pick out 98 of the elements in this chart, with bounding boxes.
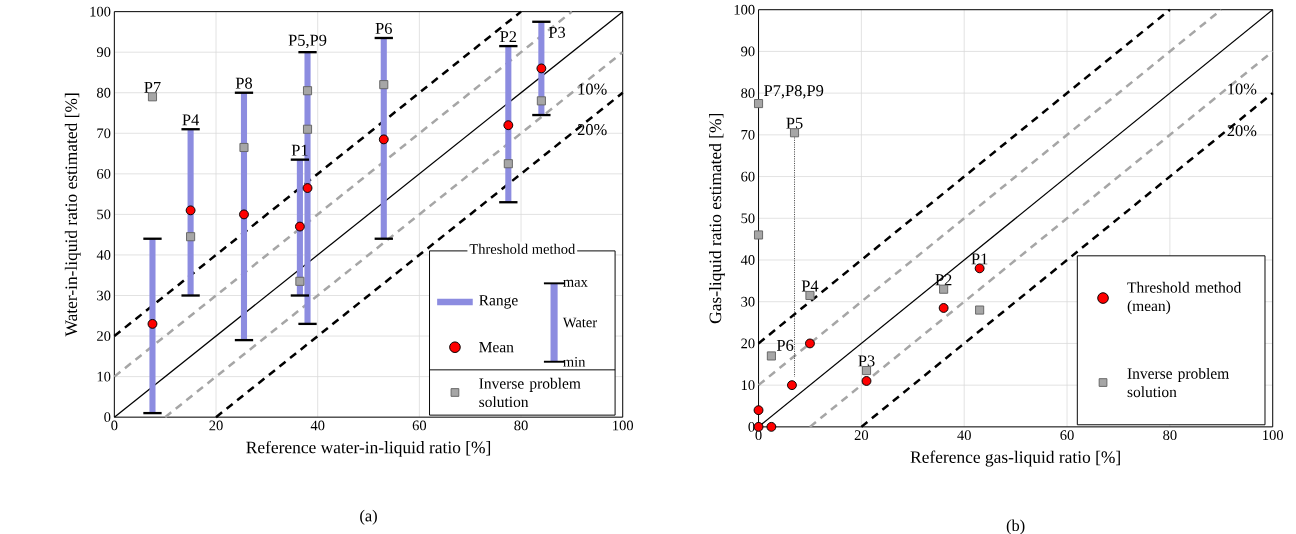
y-axis-title: Water-in-liquid ratio estimated [%]	[64, 93, 81, 337]
x-axis-title: Reference gas-liquid ratio [%]	[910, 450, 1120, 467]
point	[805, 291, 815, 301]
y-tick-label: 90	[96, 47, 111, 58]
legend-label: Inverse problem solution	[1127, 368, 1229, 398]
x-tick-label: 100	[1263, 430, 1284, 441]
point	[302, 124, 313, 134]
annotation: 10%	[1228, 83, 1257, 95]
annotation: P4	[801, 280, 819, 292]
annotation: 20%	[577, 124, 607, 136]
annotation: P4	[182, 114, 200, 126]
y-tick-label: 30	[741, 297, 755, 307]
y-tick-label: 40	[96, 250, 111, 261]
point	[378, 134, 389, 145]
x-tick-label: 40	[957, 430, 971, 441]
y-tick-label: 20	[97, 331, 111, 342]
point	[805, 338, 815, 349]
x-tick-label: 20	[209, 420, 223, 431]
annotation: P5	[786, 117, 803, 129]
annotation: P8	[235, 77, 253, 89]
text: (a)	[360, 510, 377, 525]
point	[379, 80, 389, 90]
point	[766, 351, 776, 361]
y-tick-label: 50	[741, 213, 755, 224]
point	[753, 99, 764, 109]
point	[503, 159, 513, 169]
point	[861, 376, 872, 387]
y-tick-label: 60	[97, 169, 111, 179]
annotation: P6	[776, 340, 794, 352]
annotation: P7,P8,P9	[764, 85, 824, 99]
x-axis-title: Reference water-in-liquid ratio [%]	[246, 441, 491, 458]
annotation: max	[563, 280, 588, 288]
x-tick-label: 60	[412, 420, 427, 431]
legend-label: Mean	[479, 342, 514, 353]
bar	[149, 238, 156, 414]
y-tick-label: 100	[90, 6, 111, 17]
annotation: 10%	[578, 83, 607, 95]
y-tick-label: 20	[741, 338, 755, 349]
point	[302, 86, 313, 96]
y-tick-label: 100	[734, 5, 755, 15]
annotation: 20%	[1227, 125, 1257, 137]
point	[185, 205, 196, 216]
legend-title: Threshold method	[469, 243, 576, 255]
point	[239, 209, 249, 220]
point	[536, 96, 546, 106]
point	[789, 128, 800, 138]
annotation: Water	[562, 317, 597, 328]
y-tick-label: 40	[740, 255, 755, 266]
point	[302, 183, 313, 194]
point	[147, 319, 158, 330]
annotation: P5,P9	[288, 34, 327, 49]
point	[295, 276, 305, 287]
y-tick-label: 0	[104, 412, 111, 423]
point	[753, 230, 764, 240]
point	[147, 92, 158, 102]
y-tick-label: 80	[96, 88, 111, 98]
x-tick-label: 100	[613, 420, 634, 431]
bar	[240, 92, 248, 341]
y-tick-label: 90	[741, 46, 755, 57]
text: (b)	[1006, 519, 1025, 534]
point	[186, 232, 196, 242]
annotation: min	[563, 357, 586, 367]
point	[239, 143, 249, 153]
annotation: P3	[548, 27, 566, 39]
legend-label: Range	[479, 295, 518, 309]
y-tick-label: 30	[97, 290, 111, 301]
y-tick-label: 70	[741, 130, 755, 140]
y-axis-title: Gas-liquid ratio estimated [%]	[709, 114, 725, 324]
annotation: P1	[971, 253, 988, 265]
annotation: P2	[500, 31, 517, 43]
x-tick-label: 20	[854, 430, 869, 441]
point	[787, 380, 797, 391]
annotation: P1	[291, 144, 308, 156]
x-tick-label: 80	[514, 420, 528, 431]
point	[503, 120, 514, 131]
x-tick-label: 40	[310, 420, 325, 431]
point	[861, 366, 872, 376]
point	[766, 422, 777, 432]
point	[536, 63, 547, 74]
y-tick-label: 10	[97, 371, 111, 382]
legend-label: Threshold method (mean)	[1127, 282, 1242, 315]
y-tick-label: 50	[97, 209, 111, 220]
y-tick-label: 80	[741, 88, 755, 99]
point	[753, 405, 764, 416]
x-tick-label: 0	[111, 420, 118, 431]
point	[938, 303, 949, 314]
y-tick-label: 10	[741, 380, 755, 391]
point	[294, 221, 305, 232]
point	[975, 305, 985, 315]
annotation: P3	[858, 355, 875, 367]
legend-label: Inverse problem solution	[479, 378, 581, 408]
x-tick-label: 60	[1060, 430, 1074, 441]
annotation: P7	[144, 82, 161, 93]
y-tick-label: 60	[741, 171, 755, 182]
x-tick-label: 80	[1163, 430, 1177, 441]
x-tick-label: 0	[755, 430, 762, 441]
y-tick-label: 70	[97, 128, 111, 139]
annotation: P6	[375, 23, 392, 35]
